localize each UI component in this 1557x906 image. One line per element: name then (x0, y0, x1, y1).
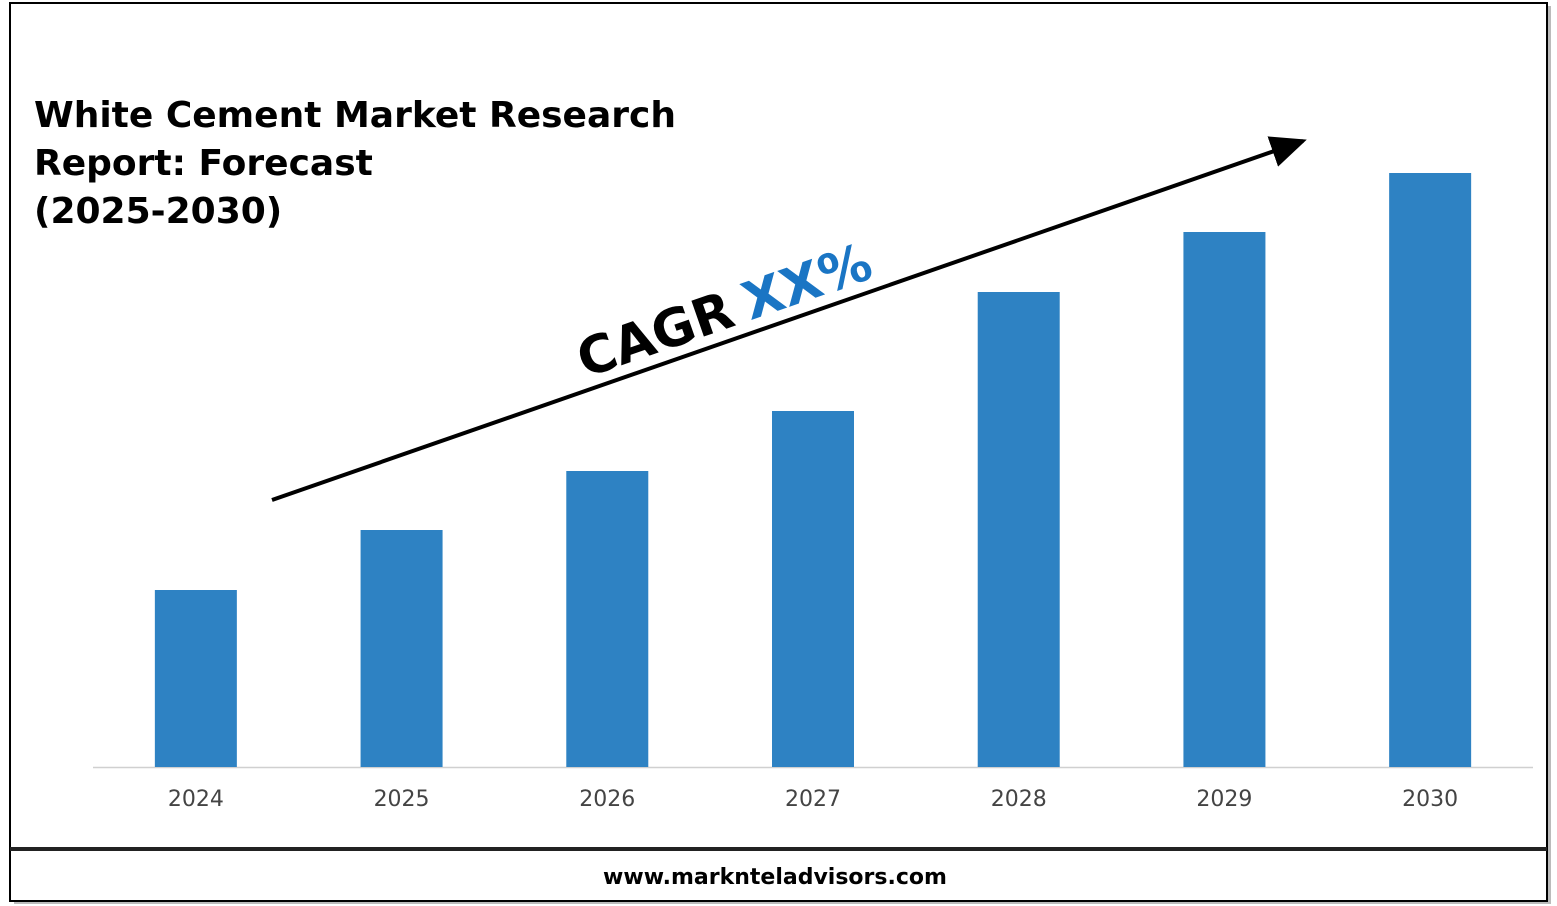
bar (977, 292, 1060, 767)
x-tick-label: 2029 (1196, 787, 1252, 812)
x-tick-label: 2024 (168, 787, 224, 812)
chart-title: (2025-2030) (34, 191, 282, 232)
trend-arrow (271, 136, 1307, 502)
x-tick-label: 2027 (785, 787, 841, 812)
bar (772, 411, 854, 767)
bar (154, 590, 237, 767)
x-tick-label: 2025 (374, 787, 430, 812)
bar (360, 530, 443, 767)
bar (566, 471, 649, 767)
bar (1389, 173, 1472, 767)
chart-title: White Cement Market Research (34, 95, 676, 136)
chart-title: Report: Forecast (34, 143, 373, 184)
x-tick-label: 2026 (579, 787, 635, 812)
source: www.marknteladvisors.com (603, 865, 947, 890)
x-tick-label: 2028 (991, 787, 1047, 812)
bar (1183, 232, 1266, 767)
x-tick-label: 2030 (1402, 787, 1458, 812)
